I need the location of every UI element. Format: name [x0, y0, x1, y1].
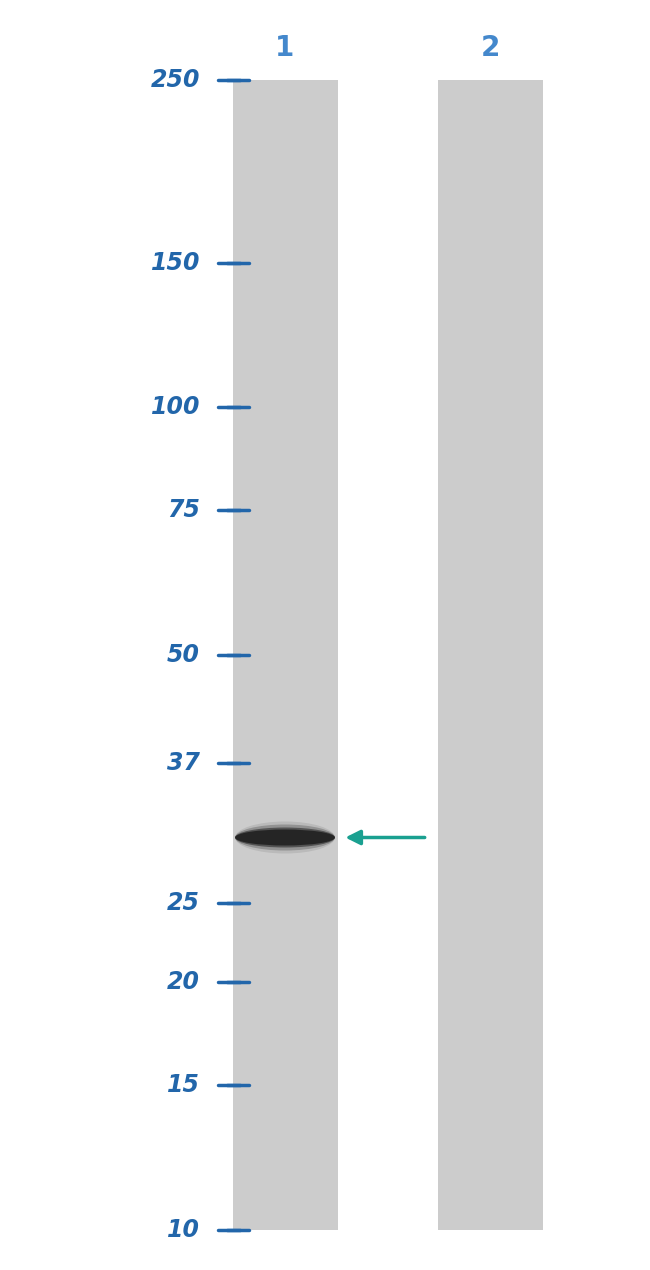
Text: 2: 2 — [480, 34, 500, 62]
Text: 100: 100 — [151, 395, 200, 419]
Text: 150: 150 — [151, 250, 200, 274]
Ellipse shape — [235, 828, 335, 847]
Text: 75: 75 — [167, 498, 200, 522]
Text: 15: 15 — [167, 1073, 200, 1097]
Text: 50: 50 — [167, 643, 200, 667]
Text: 10: 10 — [167, 1218, 200, 1242]
Text: 37: 37 — [167, 751, 200, 775]
Ellipse shape — [235, 822, 335, 853]
Text: 20: 20 — [167, 970, 200, 994]
Text: 1: 1 — [276, 34, 294, 62]
Text: 25: 25 — [167, 890, 200, 914]
Text: 250: 250 — [151, 69, 200, 91]
Bar — [437, 80, 543, 1231]
Ellipse shape — [235, 829, 335, 846]
Ellipse shape — [235, 824, 335, 851]
Bar — [233, 80, 337, 1231]
